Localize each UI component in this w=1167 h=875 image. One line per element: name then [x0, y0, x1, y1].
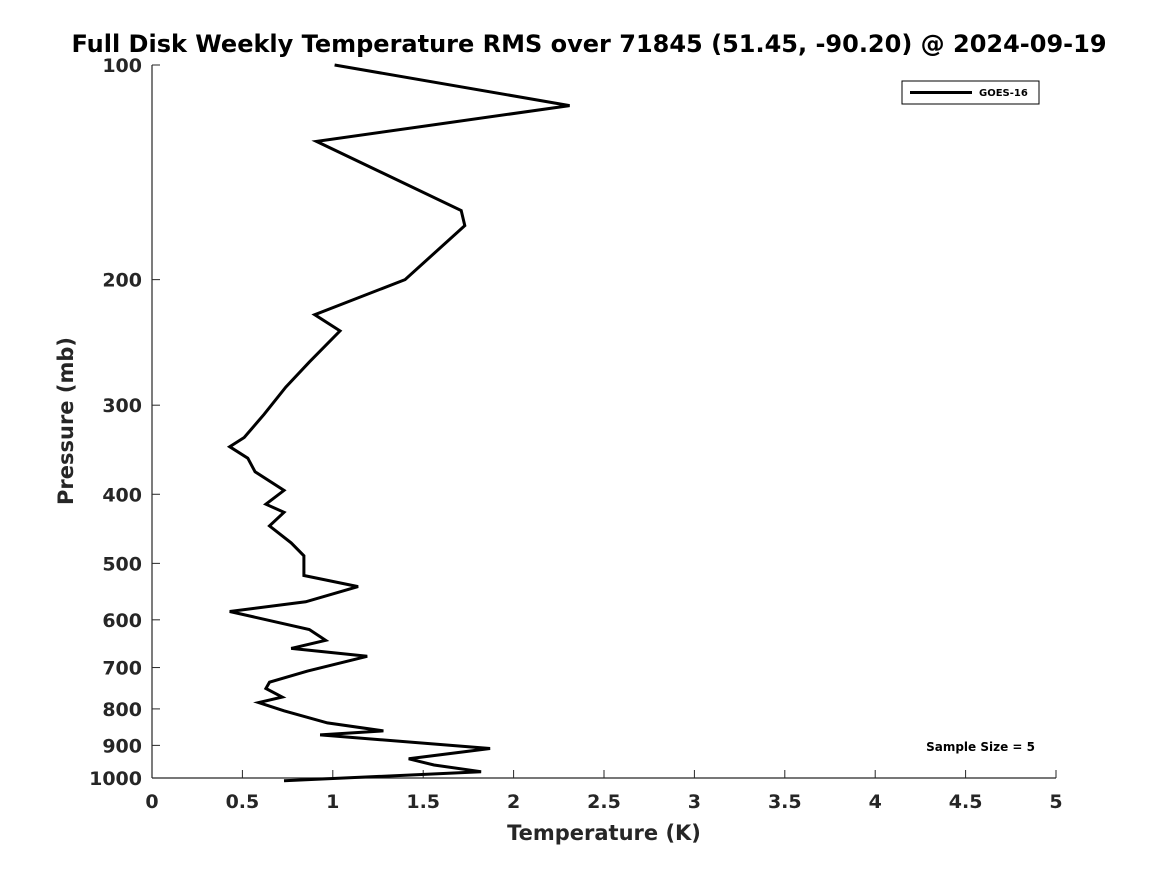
x-tick-label: 0	[145, 791, 158, 813]
y-tick-label: 300	[102, 395, 142, 417]
x-tick-label: 1	[326, 791, 339, 813]
x-tick-label: 2.5	[587, 791, 621, 813]
y-axis-ticks: 100 200 300 400 500 600 700 800 900 1000	[89, 55, 160, 790]
y-tick-label: 1000	[89, 768, 142, 790]
y-tick-label: 200	[102, 270, 142, 292]
x-tick-label: 4	[869, 791, 882, 813]
x-axis-ticks: 0 0.5 1 1.5 2 2.5 3 3.5 4 4.5 5	[145, 770, 1063, 813]
series-line-goes-16	[226, 63, 570, 783]
x-tick-label: 0.5	[226, 791, 260, 813]
y-axis-label: Pressure (mb)	[54, 337, 78, 505]
y-tick-label: 900	[102, 735, 142, 757]
sample-size-annotation: Sample Size = 5	[926, 740, 1035, 754]
y-tick-label: 800	[102, 699, 142, 721]
x-axis-label: Temperature (K)	[507, 821, 701, 845]
x-tick-label: 2	[507, 791, 520, 813]
x-tick-label: 4.5	[949, 791, 983, 813]
x-tick-label: 1.5	[406, 791, 440, 813]
chart-title: Full Disk Weekly Temperature RMS over 71…	[71, 30, 1106, 58]
x-tick-label: 3	[688, 791, 701, 813]
x-tick-label: 5	[1049, 791, 1062, 813]
series-group	[226, 63, 570, 783]
x-tick-label: 3.5	[768, 791, 802, 813]
y-tick-label: 600	[102, 610, 142, 632]
y-tick-label: 400	[102, 484, 142, 506]
legend-entry-goes-16: GOES-16	[979, 88, 1028, 99]
legend: GOES-16	[901, 80, 1040, 105]
y-tick-label: 100	[102, 55, 142, 77]
y-tick-label: 700	[102, 658, 142, 680]
y-tick-label: 500	[102, 553, 142, 575]
